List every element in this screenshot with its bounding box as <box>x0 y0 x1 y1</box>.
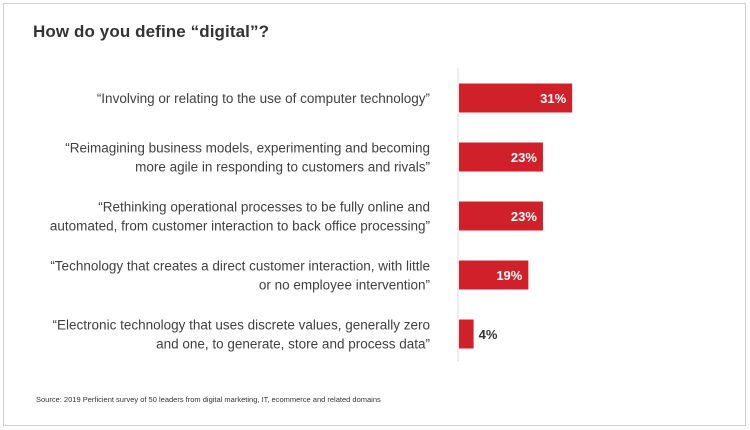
source-note: Source: 2019 Perficient survey of 50 lea… <box>36 395 381 404</box>
bar <box>459 83 573 113</box>
bar <box>459 201 543 231</box>
bar <box>459 142 543 172</box>
category-label-line: automated, from customer interaction to … <box>50 219 430 234</box>
category-label: “Technology that creates a direct custom… <box>50 259 430 293</box>
bar <box>459 319 474 349</box>
data-label: 31% <box>540 91 566 106</box>
category-label-line: or no employee intervention” <box>259 278 430 293</box>
category-label: “Involving or relating to the use of com… <box>97 91 430 106</box>
data-label: 19% <box>496 268 522 283</box>
bar <box>459 260 529 290</box>
data-label: 23% <box>511 209 537 224</box>
category-label-line: “Rethinking operational processes to be … <box>98 200 430 215</box>
category-label-line: “Reimagining business models, experiment… <box>65 141 430 156</box>
chart-frame <box>3 3 746 426</box>
chart-title: How do you define “digital”? <box>33 22 270 41</box>
category-label-line: “Electronic technology that uses discret… <box>53 318 430 333</box>
category-label: “Electronic technology that uses discret… <box>53 318 430 352</box>
category-label-line: and one, to generate, store and process … <box>156 337 430 352</box>
category-label-line: “Technology that creates a direct custom… <box>50 259 430 274</box>
data-label: 23% <box>511 150 537 165</box>
data-label: 4% <box>479 327 498 342</box>
category-label: “Reimagining business models, experiment… <box>65 141 430 175</box>
category-label-line: “Involving or relating to the use of com… <box>97 91 430 106</box>
category-label-line: more agile in responding to customers an… <box>135 160 430 175</box>
category-label: “Rethinking operational processes to be … <box>50 200 430 234</box>
